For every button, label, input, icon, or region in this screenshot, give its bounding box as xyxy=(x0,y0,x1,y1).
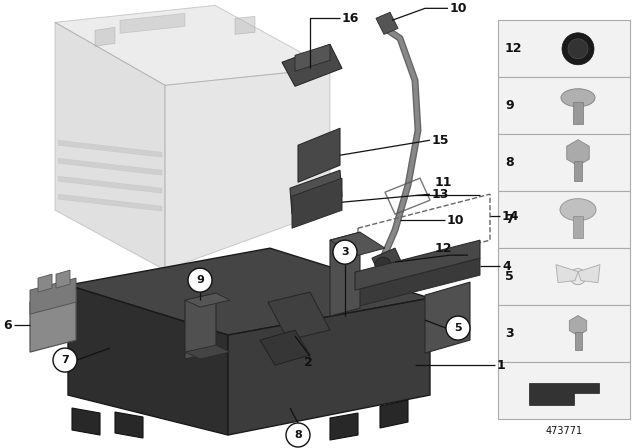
Text: 8: 8 xyxy=(294,430,302,440)
Text: 12: 12 xyxy=(505,42,522,55)
Text: 13: 13 xyxy=(432,188,449,201)
Polygon shape xyxy=(573,102,583,124)
Polygon shape xyxy=(58,140,162,157)
Text: 3: 3 xyxy=(505,327,514,340)
Polygon shape xyxy=(575,332,582,349)
Text: 15: 15 xyxy=(432,134,449,147)
Bar xyxy=(498,362,630,419)
Circle shape xyxy=(568,39,588,59)
Polygon shape xyxy=(578,265,600,283)
Polygon shape xyxy=(185,293,216,359)
Bar xyxy=(498,78,630,134)
Polygon shape xyxy=(68,248,430,335)
Polygon shape xyxy=(55,5,330,85)
Bar xyxy=(498,248,630,305)
Circle shape xyxy=(188,268,212,292)
Polygon shape xyxy=(355,258,480,307)
Polygon shape xyxy=(529,383,599,405)
Text: 473771: 473771 xyxy=(545,426,582,436)
Polygon shape xyxy=(380,400,408,428)
Polygon shape xyxy=(30,290,76,352)
Text: 1: 1 xyxy=(497,358,506,371)
Text: 7: 7 xyxy=(505,213,514,226)
Polygon shape xyxy=(570,315,587,336)
Text: 2: 2 xyxy=(304,356,313,369)
Polygon shape xyxy=(120,13,185,33)
Text: 12: 12 xyxy=(435,241,452,254)
Polygon shape xyxy=(185,293,230,307)
Text: 10: 10 xyxy=(447,214,465,227)
Text: 14: 14 xyxy=(502,210,520,223)
Polygon shape xyxy=(56,270,70,288)
Polygon shape xyxy=(55,22,165,270)
Text: 3: 3 xyxy=(341,247,349,257)
Circle shape xyxy=(446,316,470,340)
Polygon shape xyxy=(58,176,162,193)
Text: 8: 8 xyxy=(505,156,514,169)
Polygon shape xyxy=(58,194,162,211)
Polygon shape xyxy=(573,215,583,237)
Circle shape xyxy=(570,269,586,284)
Bar xyxy=(498,191,630,248)
Polygon shape xyxy=(567,140,589,166)
Text: 5: 5 xyxy=(454,323,462,333)
Circle shape xyxy=(375,257,391,273)
Bar xyxy=(498,134,630,191)
Text: 11: 11 xyxy=(435,176,452,189)
Text: 9: 9 xyxy=(196,275,204,285)
Polygon shape xyxy=(38,274,52,292)
Bar xyxy=(498,305,630,362)
Polygon shape xyxy=(330,232,360,316)
Circle shape xyxy=(286,423,310,447)
Circle shape xyxy=(562,33,594,65)
Polygon shape xyxy=(295,44,330,71)
Polygon shape xyxy=(68,285,228,435)
Polygon shape xyxy=(268,292,330,340)
Polygon shape xyxy=(185,345,230,359)
Circle shape xyxy=(333,240,357,264)
Polygon shape xyxy=(58,158,162,175)
Polygon shape xyxy=(282,44,342,86)
Polygon shape xyxy=(72,408,100,435)
Polygon shape xyxy=(330,413,358,440)
Polygon shape xyxy=(425,282,470,353)
Text: 4: 4 xyxy=(502,260,511,273)
Polygon shape xyxy=(115,412,143,438)
Circle shape xyxy=(53,348,77,372)
Bar xyxy=(498,20,630,78)
Text: 10: 10 xyxy=(450,2,467,15)
Polygon shape xyxy=(372,248,405,280)
Polygon shape xyxy=(292,178,342,228)
Polygon shape xyxy=(30,278,76,314)
Text: 6: 6 xyxy=(3,319,12,332)
Polygon shape xyxy=(376,13,398,34)
Text: 5: 5 xyxy=(505,270,514,283)
Text: 9: 9 xyxy=(505,99,514,112)
Polygon shape xyxy=(574,161,582,181)
Polygon shape xyxy=(260,330,310,365)
Text: 16: 16 xyxy=(342,12,360,25)
Ellipse shape xyxy=(560,199,596,221)
Text: 7: 7 xyxy=(61,355,69,365)
Polygon shape xyxy=(95,27,115,46)
Polygon shape xyxy=(228,298,430,435)
Polygon shape xyxy=(298,128,340,182)
Polygon shape xyxy=(556,265,578,283)
Polygon shape xyxy=(235,16,255,34)
Polygon shape xyxy=(355,240,480,290)
Polygon shape xyxy=(165,68,330,270)
Polygon shape xyxy=(330,232,385,256)
Ellipse shape xyxy=(561,89,595,107)
Polygon shape xyxy=(290,170,342,214)
